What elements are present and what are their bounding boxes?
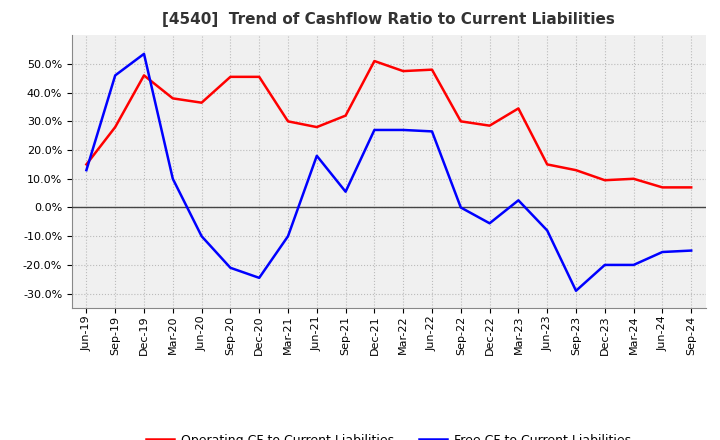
Free CF to Current Liabilities (687, 248, 696, 253)
Operating CF to Current Liabilities (284, 119, 292, 124)
Operating CF to Current Liabilities (312, 125, 321, 130)
Free CF to Current Liabilities (428, 129, 436, 134)
Free CF to Current Liabilities (600, 262, 609, 268)
Free CF to Current Liabilities (226, 265, 235, 271)
Operating CF to Current Liabilities (543, 162, 552, 167)
Operating CF to Current Liabilities (168, 96, 177, 101)
Operating CF to Current Liabilities (687, 185, 696, 190)
Operating CF to Current Liabilities (572, 168, 580, 173)
Operating CF to Current Liabilities (428, 67, 436, 72)
Free CF to Current Liabilities (514, 198, 523, 203)
Free CF to Current Liabilities (572, 288, 580, 293)
Legend: Operating CF to Current Liabilities, Free CF to Current Liabilities: Operating CF to Current Liabilities, Fre… (141, 429, 636, 440)
Operating CF to Current Liabilities (600, 178, 609, 183)
Free CF to Current Liabilities (485, 220, 494, 226)
Free CF to Current Liabilities (341, 189, 350, 194)
Operating CF to Current Liabilities (111, 125, 120, 130)
Free CF to Current Liabilities (312, 153, 321, 158)
Free CF to Current Liabilities (399, 127, 408, 132)
Free CF to Current Liabilities (629, 262, 638, 268)
Operating CF to Current Liabilities (370, 59, 379, 64)
Operating CF to Current Liabilities (658, 185, 667, 190)
Operating CF to Current Liabilities (456, 119, 465, 124)
Operating CF to Current Liabilities (485, 123, 494, 128)
Operating CF to Current Liabilities (514, 106, 523, 111)
Operating CF to Current Liabilities (629, 176, 638, 181)
Free CF to Current Liabilities (197, 234, 206, 239)
Operating CF to Current Liabilities (82, 162, 91, 167)
Operating CF to Current Liabilities (399, 69, 408, 74)
Free CF to Current Liabilities (284, 234, 292, 239)
Line: Free CF to Current Liabilities: Free CF to Current Liabilities (86, 54, 691, 291)
Free CF to Current Liabilities (111, 73, 120, 78)
Free CF to Current Liabilities (168, 176, 177, 181)
Free CF to Current Liabilities (658, 249, 667, 255)
Operating CF to Current Liabilities (140, 73, 148, 78)
Free CF to Current Liabilities (255, 275, 264, 280)
Operating CF to Current Liabilities (197, 100, 206, 105)
Free CF to Current Liabilities (543, 228, 552, 233)
Operating CF to Current Liabilities (341, 113, 350, 118)
Operating CF to Current Liabilities (226, 74, 235, 80)
Free CF to Current Liabilities (140, 51, 148, 56)
Free CF to Current Liabilities (456, 205, 465, 210)
Line: Operating CF to Current Liabilities: Operating CF to Current Liabilities (86, 61, 691, 187)
Free CF to Current Liabilities (82, 168, 91, 173)
Operating CF to Current Liabilities (255, 74, 264, 80)
Free CF to Current Liabilities (370, 127, 379, 132)
Title: [4540]  Trend of Cashflow Ratio to Current Liabilities: [4540] Trend of Cashflow Ratio to Curren… (163, 12, 615, 27)
